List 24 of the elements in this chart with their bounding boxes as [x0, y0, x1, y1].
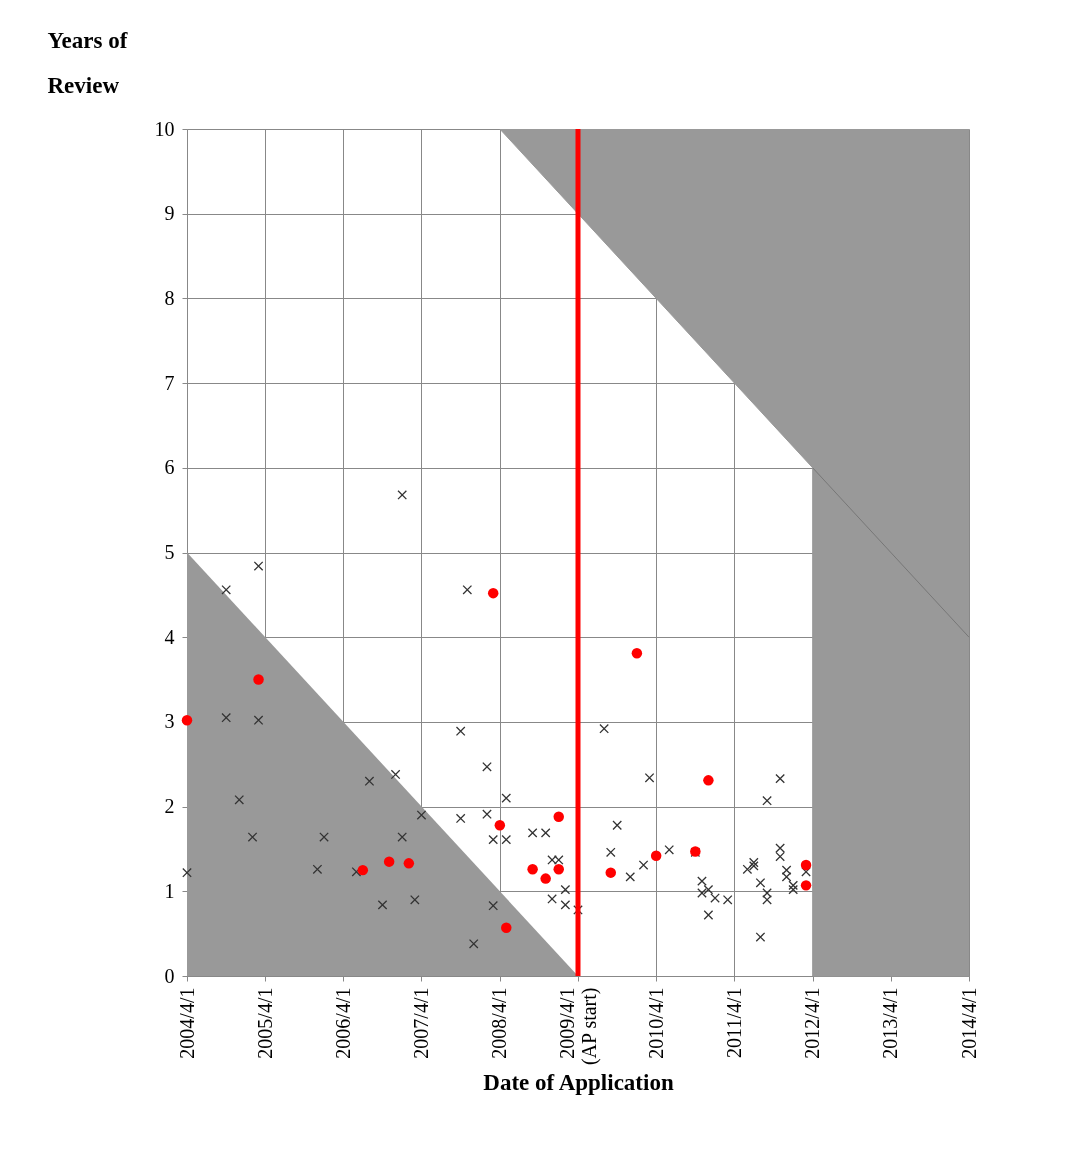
y-tick-label: 0 — [164, 964, 175, 987]
x-tick-label: 2012/4/1 — [801, 987, 824, 1059]
x-tick-label: 2005/4/1 — [253, 987, 276, 1059]
x-tick-label: 2008/4/1 — [488, 987, 511, 1059]
x-axis-title: Date of Application — [483, 1069, 674, 1095]
x-tick-label: 2013/4/1 — [879, 987, 902, 1059]
y-tick-label: 8 — [164, 286, 175, 309]
x-tick-label: 2004/4/1 — [175, 987, 198, 1059]
y-tick-label: 4 — [164, 625, 175, 648]
y-tick-label: 9 — [164, 202, 175, 225]
y-tick-label: 2 — [164, 795, 175, 818]
y-tick-label: 7 — [164, 371, 175, 394]
x-tick-label: 2014/4/1 — [957, 987, 980, 1059]
x-tick-label: 2011/4/1 — [722, 987, 745, 1058]
y-tick-label: 1 — [164, 879, 175, 902]
x-tick-label: 2006/4/1 — [331, 987, 354, 1059]
y-tick-label: 5 — [164, 541, 175, 563]
y-tick-label: 3 — [164, 710, 175, 733]
y-tick-label: 6 — [164, 456, 175, 479]
x-tick-label: 2009/4/1 (AP start) — [555, 987, 601, 1066]
y-axis-title: Years of Review — [47, 27, 128, 98]
y-tick-label: 10 — [154, 117, 175, 140]
x-tick-label: 2007/4/1 — [409, 987, 432, 1059]
x-tick-label: 2010/4/1 — [644, 987, 667, 1059]
